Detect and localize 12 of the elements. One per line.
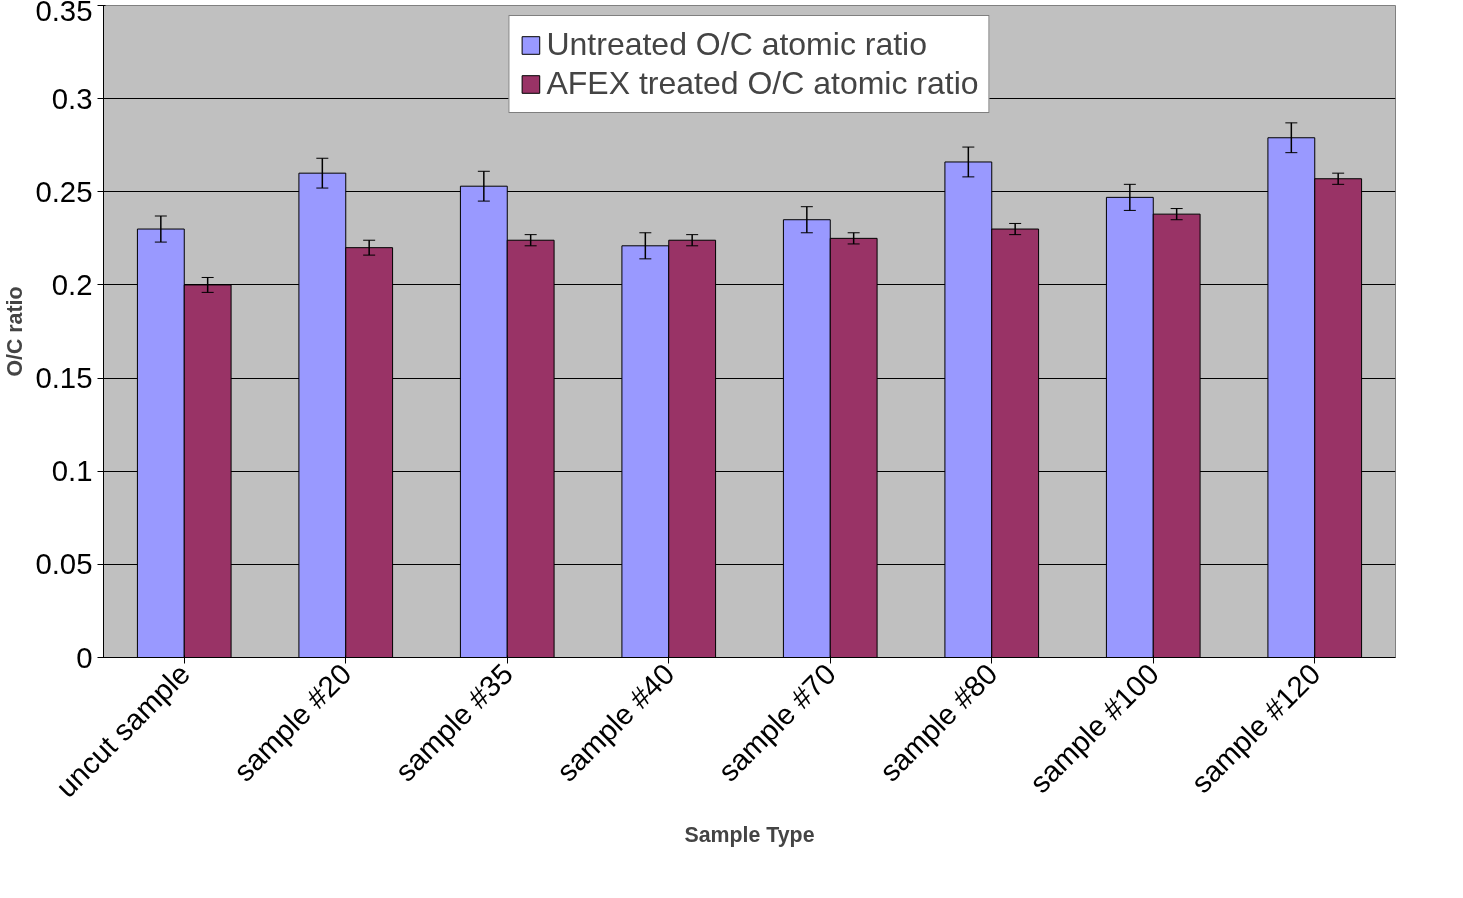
y-tick-label: 0.3 — [51, 81, 93, 115]
y-tick-label: 0.05 — [35, 547, 93, 581]
y-tick-label: 0.35 — [35, 0, 93, 27]
y-tick-label: 0.25 — [35, 174, 93, 208]
legend-label: AFEX treated O/C atomic ratio — [546, 65, 979, 102]
y-axis-title: O/C ratio — [3, 286, 28, 377]
y-tick-label: 0 — [76, 640, 93, 674]
y-tick-label: 0.15 — [35, 361, 93, 395]
x-axis-title: Sample Type — [684, 823, 815, 848]
legend-label: Untreated O/C atomic ratio — [546, 26, 928, 63]
y-tick-label: 0.1 — [51, 454, 93, 488]
y-tick-label: 0.2 — [51, 267, 93, 301]
